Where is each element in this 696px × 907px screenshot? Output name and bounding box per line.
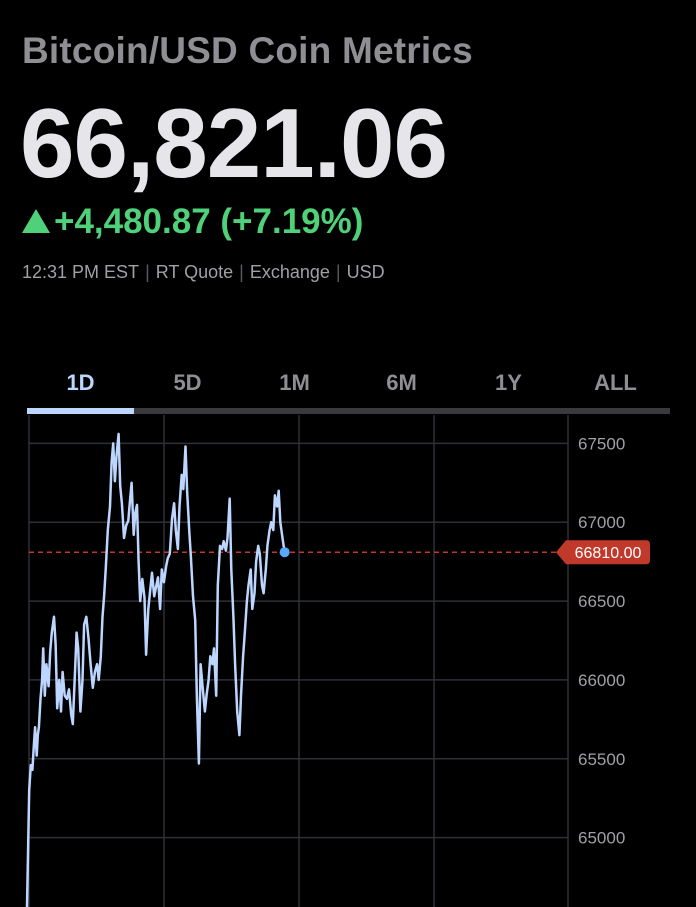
quote-type: RT Quote xyxy=(155,262,234,282)
quote-currency: USD xyxy=(346,262,385,282)
price-chart[interactable]: 65000 65500 66000 66500 67000 67500 66810.00 xyxy=(0,415,696,907)
y-tick-label: 65500 xyxy=(578,750,625,769)
tab-track xyxy=(27,408,670,414)
tab-1y[interactable]: 1Y xyxy=(495,370,522,395)
y-tick-label: 66500 xyxy=(578,592,625,611)
reference-label: 66810.00 xyxy=(575,545,642,562)
meta-separator: | xyxy=(239,262,244,282)
reference-label-badge xyxy=(556,540,650,565)
instrument-title: Bitcoin/USD Coin Metrics xyxy=(22,30,473,71)
y-tick-label: 66000 xyxy=(578,671,625,690)
y-tick-label: 67500 xyxy=(578,434,625,453)
quote-meta: 12:31 PM EST | RT Quote | Exchange | USD xyxy=(22,262,385,283)
tab-6m[interactable]: 6M xyxy=(386,370,417,395)
current-price: 66,821.06 xyxy=(20,88,448,198)
range-tabs: 1D 5D 1M 6M 1Y ALL xyxy=(27,370,670,416)
quote-time: 12:31 PM EST xyxy=(22,262,140,282)
active-tab-indicator xyxy=(27,408,134,414)
y-tick-label: 67000 xyxy=(578,513,625,532)
meta-separator: | xyxy=(335,262,341,282)
quote-source: Exchange xyxy=(249,262,330,282)
tab-1d[interactable]: 1D xyxy=(66,370,95,395)
price-change-value: +4,480.87 (+7.19%) xyxy=(54,202,364,241)
tab-5d[interactable]: 5D xyxy=(173,370,202,395)
up-arrow-icon xyxy=(22,209,50,233)
price-series-line xyxy=(25,432,286,907)
meta-separator: | xyxy=(145,262,150,282)
price-change: +4,480.87 (+7.19%) xyxy=(22,202,363,242)
y-tick-label: 65000 xyxy=(578,829,625,848)
tab-1m[interactable]: 1M xyxy=(279,370,310,395)
last-price-marker xyxy=(279,547,290,558)
tab-all[interactable]: ALL xyxy=(594,370,637,395)
